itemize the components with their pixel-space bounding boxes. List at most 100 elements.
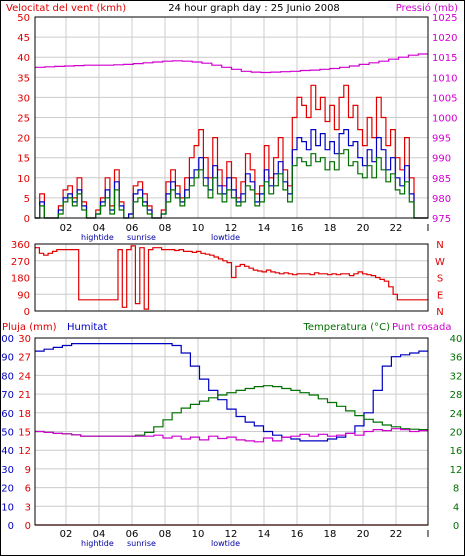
y-left-tick: 360 (11, 240, 30, 251)
pressure-axis-label: Pressió (mb) (396, 2, 458, 14)
y-rain-tick: 24 (18, 371, 31, 382)
sunrise-label-bottom: sunrise (127, 539, 156, 548)
lowtide-label-bottom: lowtide (211, 539, 240, 548)
y-right-tick: E (437, 290, 443, 301)
panel1-series (35, 53, 428, 219)
y-right-tick: 1005 (432, 93, 457, 104)
y-right-tick: 985 (432, 174, 451, 185)
dewpoint-axis-label: Punt rosada (392, 322, 451, 333)
y-left-tick: 50 (17, 13, 30, 24)
y-right-tick: 1020 (432, 33, 457, 44)
panel1-tick-labels: 0510152025303540455097598098599099510001… (17, 13, 457, 234)
x-tick: 14 (258, 223, 271, 234)
y-rain-tick: 27 (18, 353, 31, 364)
series-direction_deg (35, 245, 428, 310)
y-temp-tick: 16 (450, 446, 463, 457)
x-tick: 10 (192, 529, 205, 540)
lowtide-label: lowtide (211, 233, 240, 242)
y-temp-tick: 36 (450, 353, 463, 364)
y-right-tick: 1000 (432, 114, 457, 125)
x-tick: 12 (225, 529, 238, 540)
y-rain-tick: 3 (25, 502, 31, 513)
y-temp-tick: 0 (453, 521, 459, 532)
x-tick: 16 (291, 223, 304, 234)
y-left-tick: 15 (17, 154, 30, 165)
rain-axis-label: Pluja (mm) (2, 322, 57, 333)
y-humidity-tick: 0 (8, 521, 14, 532)
x-tick: 22 (390, 223, 403, 234)
y-temp-tick: 40 (450, 334, 463, 345)
y-temp-tick: 20 (450, 428, 463, 439)
x-tick: I (427, 223, 430, 234)
y-left-tick: 20 (17, 134, 30, 145)
y-humidity-tick: 50 (1, 428, 14, 439)
series-average_wind (35, 149, 428, 219)
humidity-axis-label: Humitat (67, 322, 107, 333)
y-rain-tick: 30 (18, 334, 31, 345)
temperature-axis-label: Temperatura (°C) (302, 322, 390, 333)
x-tick: 02 (60, 223, 73, 234)
x-tick: I (427, 529, 430, 540)
y-right-tick: 980 (432, 194, 451, 205)
y-temp-tick: 4 (453, 502, 459, 513)
x-tick: 10 (192, 223, 205, 234)
y-rain-tick: 15 (18, 428, 31, 439)
x-tick: 18 (324, 529, 337, 540)
y-left-tick: 40 (17, 53, 30, 64)
series-gust (35, 84, 428, 219)
x-tick: 04 (93, 223, 106, 234)
temp-humidity-panel: 0102030405060708090100036912151821242730… (0, 334, 462, 548)
y-left-tick: 30 (17, 93, 30, 104)
y-left-tick: 270 (11, 257, 30, 268)
series-pressure_mb (35, 53, 428, 74)
x-tick: 08 (159, 529, 172, 540)
y-rain-tick: 6 (25, 484, 31, 495)
y-temp-tick: 12 (450, 465, 463, 476)
y-temp-tick: 28 (450, 390, 463, 401)
y-right-tick: N (436, 307, 443, 318)
y-left-tick: 0 (24, 214, 30, 225)
series-wind_speed (35, 129, 428, 219)
panel3-tick-labels: 0102030405060708090100036912151821242730… (0, 334, 462, 540)
x-tick: 14 (258, 529, 271, 540)
y-left-tick: 5 (24, 194, 30, 205)
y-right-tick: N (436, 240, 443, 251)
y-rain-tick: 21 (18, 390, 31, 401)
y-humidity-tick: 30 (1, 465, 14, 476)
x-tick: 06 (126, 223, 139, 234)
y-humidity-tick: 60 (1, 409, 14, 420)
panel2-frame (34, 243, 429, 312)
panel2-series (35, 245, 428, 310)
y-right-tick: 1010 (432, 73, 457, 84)
x-tick: 12 (225, 223, 238, 234)
x-tick: 20 (357, 529, 370, 540)
y-temp-tick: 8 (453, 484, 459, 495)
y-left-tick: 10 (17, 174, 30, 185)
y-temp-tick: 24 (450, 409, 463, 420)
y-humidity-tick: 100 (0, 334, 14, 345)
y-right-tick: 975 (432, 214, 451, 225)
x-tick: 22 (390, 529, 403, 540)
x-tick: 18 (324, 223, 337, 234)
x-tick: 08 (159, 223, 172, 234)
y-humidity-tick: 70 (1, 390, 14, 401)
y-humidity-tick: 20 (1, 484, 14, 495)
panel1-frame (34, 16, 429, 219)
x-tick: 02 (60, 529, 73, 540)
y-left-tick: 0 (24, 307, 30, 318)
y-rain-tick: 9 (25, 465, 31, 476)
y-humidity-tick: 40 (1, 446, 14, 457)
y-humidity-tick: 90 (1, 353, 14, 364)
y-right-tick: W (435, 257, 445, 268)
wind-axis-label: Velocitat del vent (kmh) (6, 3, 126, 14)
y-humidity-tick: 80 (1, 371, 14, 382)
y-rain-tick: 18 (18, 409, 31, 420)
hightide-label: hightide (81, 233, 114, 242)
y-left-tick: 35 (17, 73, 30, 84)
x-tick: 06 (126, 529, 139, 540)
hightide-label-bottom: hightide (81, 539, 114, 548)
y-left-tick: 45 (17, 33, 30, 44)
x-tick: 16 (291, 529, 304, 540)
